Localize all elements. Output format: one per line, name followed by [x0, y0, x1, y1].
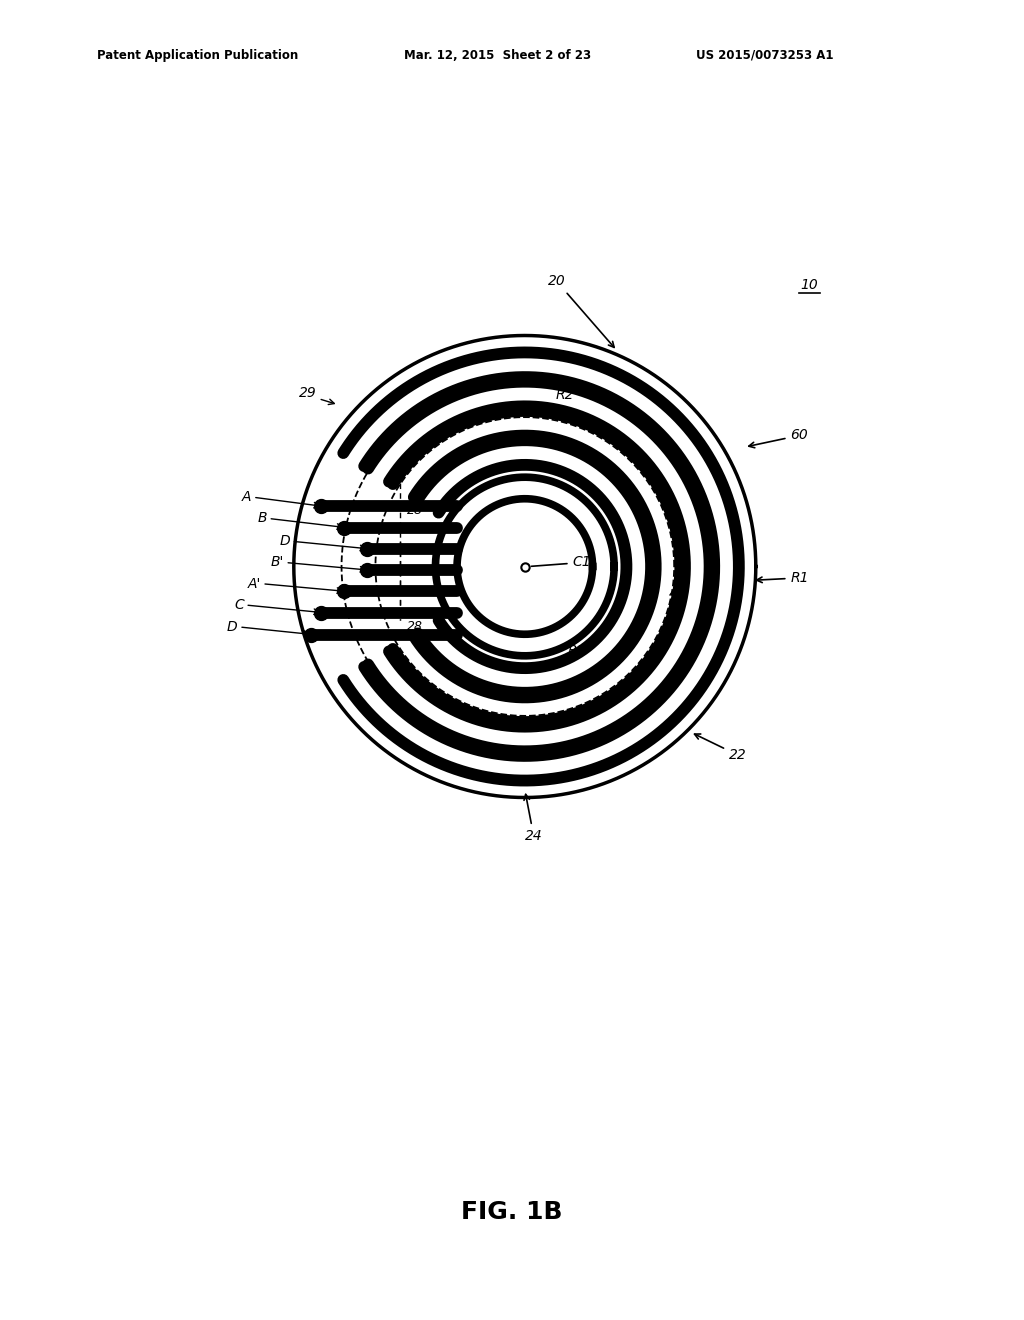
Text: US 2015/0073253 A1: US 2015/0073253 A1 [696, 49, 834, 62]
Text: D: D [280, 535, 290, 548]
Text: C: C [234, 598, 244, 612]
Text: B: B [257, 511, 267, 525]
Text: 28: 28 [407, 504, 423, 517]
Text: 24: 24 [524, 795, 543, 843]
Text: FIG. 1B: FIG. 1B [461, 1200, 563, 1224]
Text: Patent Application Publication: Patent Application Publication [97, 49, 299, 62]
Text: 60: 60 [749, 429, 808, 447]
Text: A': A' [248, 577, 261, 591]
Text: 28: 28 [407, 619, 423, 632]
Text: D: D [227, 620, 238, 634]
Text: R4: R4 [668, 598, 686, 612]
Text: Mar. 12, 2015  Sheet 2 of 23: Mar. 12, 2015 Sheet 2 of 23 [404, 49, 592, 62]
Text: R3: R3 [567, 644, 586, 659]
Text: R1: R1 [757, 572, 809, 585]
Text: A: A [242, 490, 252, 504]
Text: B': B' [270, 556, 284, 569]
Text: 10: 10 [801, 279, 818, 292]
Text: 29: 29 [299, 387, 316, 400]
Text: 22: 22 [694, 734, 746, 762]
Text: C1: C1 [531, 556, 591, 569]
Text: 20: 20 [548, 275, 614, 347]
Text: R2: R2 [556, 388, 574, 401]
